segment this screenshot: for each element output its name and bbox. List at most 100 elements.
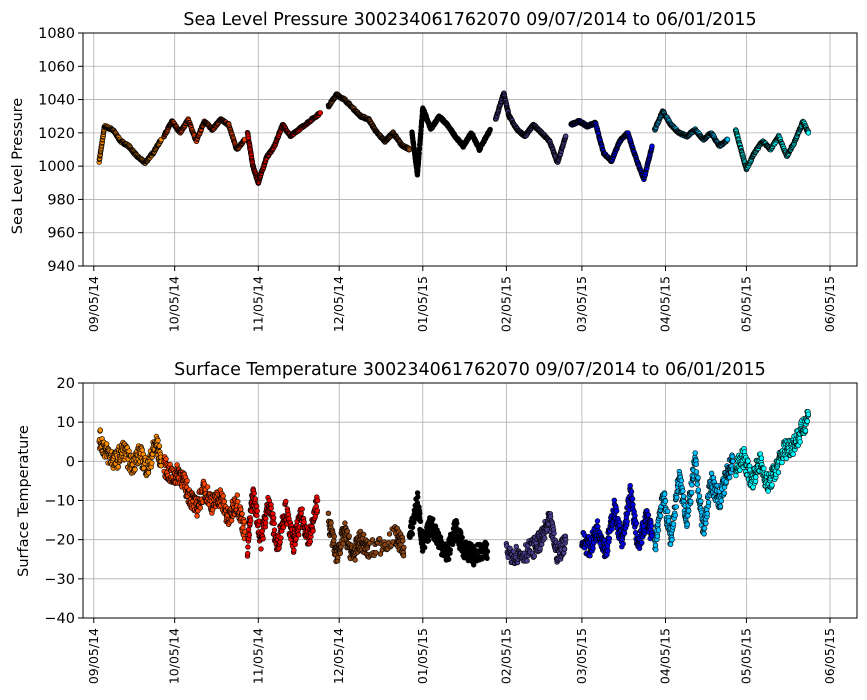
temperature-series-0 xyxy=(96,427,164,479)
temperature-data-point xyxy=(149,460,155,466)
temperature-data-point xyxy=(369,537,376,543)
temperature-data-point xyxy=(145,470,152,476)
temperature-data-point xyxy=(680,493,687,500)
temperature-data-point xyxy=(726,474,733,481)
temperature-data-point xyxy=(361,531,367,538)
temperature-data-point xyxy=(694,481,700,487)
temperature-data-point xyxy=(301,519,307,525)
pressure-y-tick-label: 940 xyxy=(47,259,75,275)
temperature-data-point xyxy=(299,506,305,512)
temperature-data-point xyxy=(254,503,260,509)
temperature-y-tick-label: −20 xyxy=(44,533,75,549)
temperature-data-point xyxy=(344,528,350,534)
temperature-y-tick-label: −40 xyxy=(44,611,75,627)
temperature-data-point xyxy=(701,531,707,537)
temperature-data-point xyxy=(258,546,264,552)
temperature-data-point xyxy=(775,469,782,475)
pressure-data-point xyxy=(487,126,493,133)
temperature-data-point xyxy=(417,510,423,517)
pressure-y-tick-label: 1020 xyxy=(38,126,75,142)
temperature-chart-title: Surface Temperature 300234061762070 09/0… xyxy=(174,360,766,380)
temperature-data-point xyxy=(717,503,724,509)
temperature-data-point xyxy=(340,540,346,547)
temperature-data-point xyxy=(194,513,200,519)
temperature-y-tick-label: −10 xyxy=(44,494,75,510)
temperature-data-point xyxy=(692,450,698,456)
temperature-data-point xyxy=(620,541,626,547)
pressure-y-tick-label: 1060 xyxy=(38,59,75,75)
temperature-data-point xyxy=(769,482,775,488)
temperature-data-point xyxy=(400,538,406,544)
temperature-y-axis-label: Surface Temperature xyxy=(16,425,32,577)
temperature-data-point xyxy=(409,531,415,537)
temperature-data-point xyxy=(97,427,104,433)
temperature-data-point xyxy=(721,490,727,496)
temperature-data-point xyxy=(587,552,593,559)
temperature-data-point xyxy=(672,512,678,519)
temperature-data-point xyxy=(779,459,785,466)
temperature-series-2 xyxy=(244,486,321,559)
pressure-data-point xyxy=(406,146,412,153)
temperature-data-point xyxy=(606,535,613,542)
temperature-data-point xyxy=(245,550,251,557)
temperature-data-point xyxy=(422,544,428,551)
temperature-panel: Surface Temperature 300234061762070 09/0… xyxy=(16,360,858,684)
pressure-series-7 xyxy=(651,108,731,149)
temperature-data-point xyxy=(454,520,460,526)
temperature-data-point xyxy=(674,494,680,501)
pressure-x-tick-label: 01/05/15 xyxy=(415,276,430,332)
temperature-series-5 xyxy=(503,510,569,567)
temperature-data-point xyxy=(126,448,132,454)
pressure-panel: Sea Level Pressure 300234061762070 09/07… xyxy=(10,10,858,332)
temperature-data-point xyxy=(653,546,659,553)
temperature-data-series xyxy=(96,408,812,568)
temperature-data-point xyxy=(761,465,767,472)
temperature-data-point xyxy=(639,539,645,546)
temperature-data-point xyxy=(704,510,710,517)
pressure-series-3 xyxy=(325,91,412,153)
temperature-data-point xyxy=(221,498,228,505)
temperature-data-point xyxy=(678,477,685,484)
temperature-data-point xyxy=(657,513,664,519)
temperature-data-point xyxy=(680,488,686,494)
pressure-x-tick-label: 03/05/15 xyxy=(574,276,589,332)
temperature-data-point xyxy=(254,508,260,514)
pressure-x-ticks: 09/05/14 10/05/14 11/05/14 12/05/14 01/05/15… xyxy=(86,266,837,332)
temperature-data-point xyxy=(753,474,759,480)
temperature-data-point xyxy=(685,508,692,514)
pressure-y-tick-label: 1080 xyxy=(38,26,75,42)
pressure-series-4 xyxy=(409,105,493,178)
temperature-data-point xyxy=(163,456,169,462)
temperature-data-point xyxy=(484,548,491,555)
temperature-data-point xyxy=(689,482,695,488)
temperature-data-point xyxy=(401,544,407,551)
pressure-series-8 xyxy=(732,118,812,173)
temperature-data-point xyxy=(605,548,611,554)
temperature-data-point xyxy=(197,505,204,511)
pressure-x-tick-label: 10/05/14 xyxy=(167,276,182,332)
temperature-data-point xyxy=(693,461,699,467)
temperature-data-point xyxy=(695,475,701,481)
temperature-data-point xyxy=(310,528,316,534)
temperature-data-point xyxy=(241,518,248,525)
temperature-data-point xyxy=(271,527,278,533)
temperature-data-point xyxy=(184,478,190,484)
temperature-data-point xyxy=(373,549,379,556)
temperature-data-point xyxy=(655,527,662,533)
temperature-data-point xyxy=(246,532,253,538)
temperature-data-point xyxy=(459,534,465,541)
temperature-data-point xyxy=(684,521,690,528)
temperature-data-point xyxy=(628,489,635,495)
temperature-data-point xyxy=(688,489,695,496)
temperature-data-point xyxy=(624,518,630,525)
pressure-y-tick-label: 980 xyxy=(47,192,75,208)
temperature-data-point xyxy=(670,521,677,527)
temperature-data-point xyxy=(664,508,671,514)
pressure-series-2 xyxy=(244,110,323,186)
temperature-series-4 xyxy=(406,490,491,568)
temperature-data-point xyxy=(662,498,669,504)
pressure-x-tick-label: 11/05/14 xyxy=(250,276,265,332)
temperature-x-ticks: 09/05/14 10/05/14 11/05/14 12/05/14 01/05/15… xyxy=(86,618,837,684)
temperature-data-point xyxy=(669,537,675,543)
